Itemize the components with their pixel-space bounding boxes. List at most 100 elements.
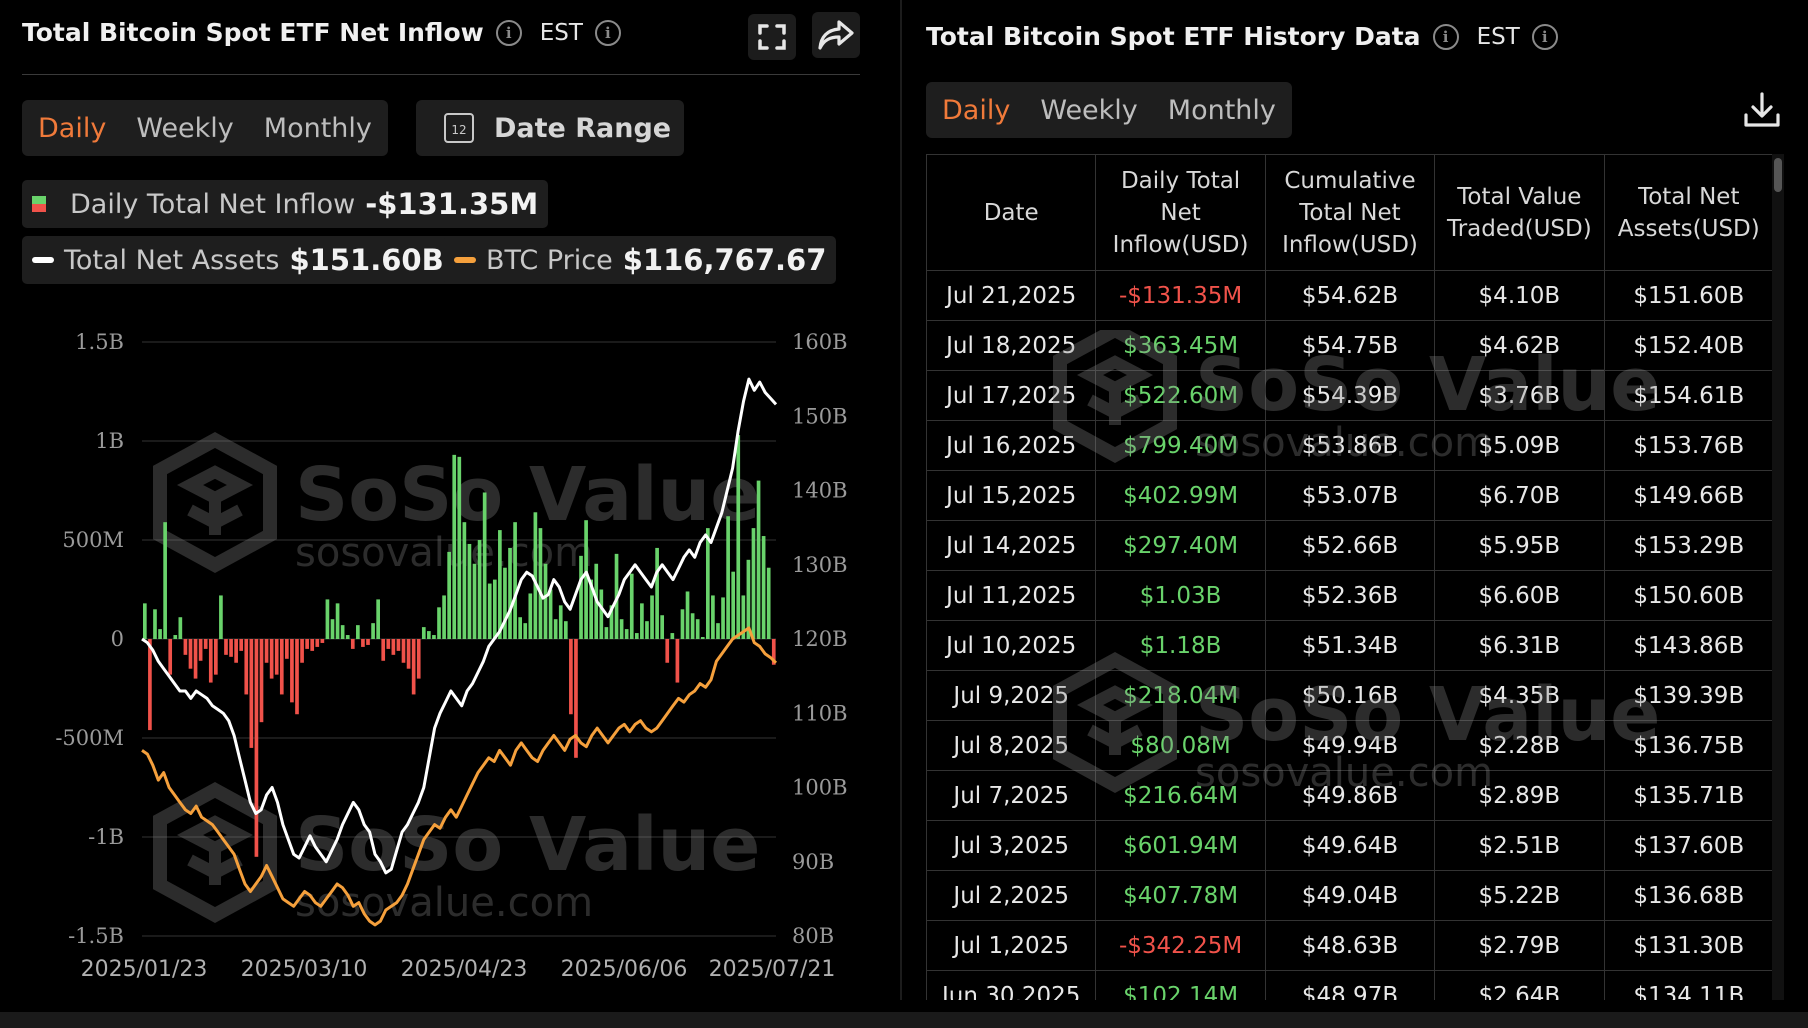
inflow-bar <box>350 639 355 649</box>
inflow-bar <box>295 639 299 715</box>
legend-daily-inflow[interactable]: Daily Total Net Inflow -$131.35M <box>22 180 549 228</box>
interval-tabs: Daily Weekly Monthly <box>22 100 388 156</box>
inflow-bar <box>214 639 218 675</box>
bottom-bar <box>0 1012 1808 1028</box>
inflow-bar <box>188 639 193 669</box>
inflow-bar <box>447 551 451 639</box>
history-tab-daily[interactable]: Daily <box>942 94 1011 126</box>
history-timezone-label: EST <box>1476 23 1520 50</box>
tab-daily[interactable]: Daily <box>38 112 107 144</box>
cell-cumulative: $54.75B <box>1264 320 1436 371</box>
inflow-bar <box>219 595 223 639</box>
inflow-bar <box>761 536 766 639</box>
net-inflow-panel: Total Bitcoin Spot ETF Net Inflow i EST … <box>0 0 880 1005</box>
history-info-icon[interactable]: i <box>1432 23 1459 50</box>
info-icon[interactable]: i <box>495 19 522 46</box>
x-tick-label: 2025/01/23 <box>81 957 208 980</box>
inflow-bar <box>634 633 639 639</box>
inflow-bar <box>695 619 700 639</box>
inflow-bar <box>335 603 340 639</box>
cell-inflow: $1.18B <box>1095 620 1266 671</box>
tab-monthly[interactable]: Monthly <box>263 112 372 144</box>
legend-net-assets[interactable]: Total Net Assets $151.60B <box>22 236 454 284</box>
cell-cumulative: $49.64B <box>1264 820 1436 871</box>
panel-divider <box>900 0 902 1000</box>
table-scrollbar[interactable] <box>1772 154 1784 1000</box>
cell-cumulative: $54.39B <box>1264 370 1436 421</box>
history-tab-monthly[interactable]: Monthly <box>1167 94 1276 126</box>
legend-btc-price[interactable]: BTC Price $116,767.67 <box>444 236 837 284</box>
cell-date: Jul 16,2025 <box>926 420 1097 471</box>
inflow-swatch <box>32 196 46 212</box>
inflow-bar <box>234 639 238 663</box>
download-button[interactable] <box>1740 88 1784 132</box>
inflow-bar <box>599 589 604 639</box>
inflow-bar <box>330 619 335 639</box>
inflow-bar <box>300 639 304 663</box>
inflow-bar <box>640 603 644 639</box>
inflow-bar <box>437 607 441 639</box>
tab-weekly[interactable]: Weekly <box>136 112 234 144</box>
cell-traded: $6.60B <box>1434 570 1605 621</box>
history-table-container[interactable]: Date Daily Total Net Inflow(USD) Cumulativ… <box>926 154 1774 1000</box>
btc-price-line <box>141 626 778 927</box>
share-icon <box>818 20 854 50</box>
inflow-bar <box>269 639 274 679</box>
inflow-bar <box>563 621 568 639</box>
inflow-bar <box>310 639 315 651</box>
scrollbar-thumb[interactable] <box>1774 158 1782 192</box>
date-range-button[interactable]: 12 Date Range <box>416 100 684 156</box>
inflow-bar <box>726 516 730 639</box>
cell-inflow: -$131.35M <box>1095 270 1266 321</box>
history-timezone-info-icon[interactable]: i <box>1531 23 1558 50</box>
inflow-bar <box>548 589 553 639</box>
inflow-bar <box>655 547 659 639</box>
legend-price-value: $116,767.67 <box>622 243 827 277</box>
timezone-info-icon[interactable]: i <box>594 19 621 46</box>
cell-assets: $152.40B <box>1603 320 1774 371</box>
inflow-bar <box>766 567 771 639</box>
inflow-bar <box>259 639 264 723</box>
inflow-bar <box>508 547 512 639</box>
fullscreen-button[interactable] <box>748 14 796 60</box>
cell-traded: $2.51B <box>1434 820 1605 871</box>
inflow-bar <box>325 599 330 639</box>
inflow-bar <box>751 528 756 639</box>
inflow-bar <box>543 563 548 639</box>
inflow-bar <box>381 639 386 661</box>
cell-traded: $4.62B <box>1434 320 1605 371</box>
column-header: Cumulative Total Net Inflow(USD) <box>1264 154 1436 271</box>
y-right-tick-label: 100B <box>792 776 848 800</box>
cell-assets: $143.86B <box>1603 620 1774 671</box>
inflow-bar <box>406 639 411 669</box>
y-left-tick-label: -1.5B <box>68 924 124 948</box>
y-left-tick-label: 500M <box>62 528 124 552</box>
price-swatch <box>454 257 476 263</box>
inflow-bar <box>345 635 350 639</box>
inflow-bar <box>178 617 183 639</box>
history-tab-weekly[interactable]: Weekly <box>1040 94 1138 126</box>
inflow-bar <box>477 540 482 639</box>
cell-date: Jul 8,2025 <box>926 720 1097 771</box>
inflow-bar <box>274 639 279 675</box>
cell-assets: $151.60B <box>1603 270 1774 321</box>
inflow-bar <box>442 595 446 639</box>
cell-inflow: $216.64M <box>1095 770 1266 821</box>
inflow-bar <box>624 629 629 639</box>
y-left-tick-label: 0 <box>111 627 124 651</box>
inflow-bar <box>518 617 522 639</box>
download-icon <box>1744 92 1780 127</box>
inflow-bar <box>396 639 401 651</box>
cell-date: Jun 30,2025 <box>926 970 1097 1000</box>
inflow-bar <box>416 639 421 679</box>
watermark-brand: SoSo Value <box>295 452 760 538</box>
cell-cumulative: $49.04B <box>1264 870 1436 921</box>
table-row: Jul 7,2025 $216.64M $49.86B $2.89B $135.71B <box>926 770 1774 821</box>
share-button[interactable] <box>812 12 860 58</box>
cell-date: Jul 3,2025 <box>926 820 1097 871</box>
inflow-bar <box>503 567 507 639</box>
legend-inflow-value: -$131.35M <box>365 187 539 221</box>
table-row: Jul 2,2025 $407.78M $49.04B $5.22B $136.68B <box>926 870 1774 921</box>
inflow-bar <box>711 595 715 639</box>
